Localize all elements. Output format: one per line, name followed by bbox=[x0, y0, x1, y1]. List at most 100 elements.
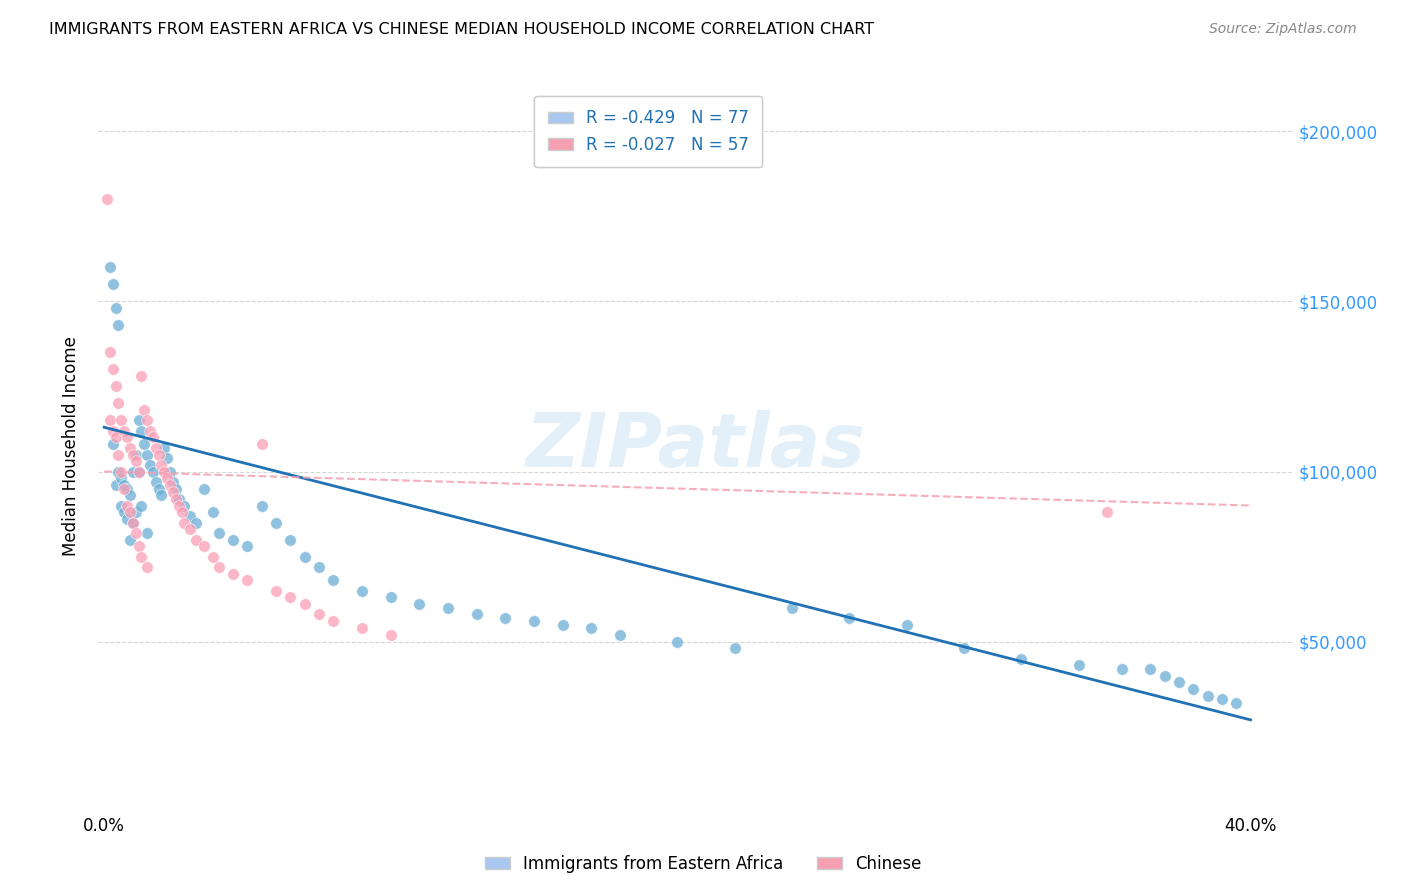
Point bbox=[128, 540, 150, 554]
Point bbox=[465, 607, 488, 622]
Point bbox=[101, 437, 124, 451]
Point bbox=[308, 607, 330, 622]
Point bbox=[437, 600, 460, 615]
Point bbox=[110, 471, 132, 485]
Point bbox=[136, 559, 159, 574]
Point bbox=[193, 482, 215, 496]
Point bbox=[124, 454, 146, 468]
Point bbox=[115, 499, 138, 513]
Point bbox=[250, 499, 273, 513]
Point bbox=[110, 499, 132, 513]
Point bbox=[173, 516, 195, 530]
Point bbox=[162, 475, 184, 489]
Point bbox=[724, 641, 747, 656]
Point bbox=[128, 465, 150, 479]
Point bbox=[112, 478, 135, 492]
Point bbox=[96, 192, 118, 206]
Point bbox=[104, 478, 127, 492]
Point bbox=[139, 458, 162, 472]
Y-axis label: Median Household Income: Median Household Income bbox=[62, 336, 80, 556]
Point bbox=[236, 574, 259, 588]
Point bbox=[104, 379, 127, 393]
Point bbox=[124, 525, 146, 540]
Point bbox=[107, 465, 129, 479]
Point bbox=[150, 488, 173, 502]
Point bbox=[159, 465, 181, 479]
Point bbox=[202, 549, 225, 564]
Text: Source: ZipAtlas.com: Source: ZipAtlas.com bbox=[1209, 22, 1357, 37]
Point bbox=[222, 533, 245, 547]
Point bbox=[308, 559, 330, 574]
Point bbox=[264, 583, 287, 598]
Point bbox=[145, 441, 167, 455]
Point bbox=[780, 600, 803, 615]
Point bbox=[150, 458, 173, 472]
Point bbox=[104, 430, 127, 444]
Point bbox=[136, 525, 159, 540]
Point bbox=[153, 465, 176, 479]
Point bbox=[112, 505, 135, 519]
Point bbox=[136, 413, 159, 427]
Point bbox=[167, 499, 190, 513]
Point bbox=[156, 450, 179, 465]
Point bbox=[128, 465, 150, 479]
Point bbox=[1182, 682, 1205, 697]
Point bbox=[121, 516, 143, 530]
Point bbox=[156, 471, 179, 485]
Point bbox=[250, 437, 273, 451]
Legend: R = -0.429   N = 77, R = -0.027   N = 57: R = -0.429 N = 77, R = -0.027 N = 57 bbox=[534, 96, 762, 167]
Point bbox=[124, 505, 146, 519]
Point bbox=[98, 345, 121, 359]
Point bbox=[352, 621, 374, 635]
Point bbox=[222, 566, 245, 581]
Point bbox=[142, 430, 165, 444]
Point bbox=[1197, 689, 1219, 703]
Point bbox=[115, 512, 138, 526]
Point bbox=[551, 617, 574, 632]
Point bbox=[236, 540, 259, 554]
Point bbox=[139, 424, 162, 438]
Point bbox=[193, 540, 215, 554]
Point bbox=[153, 441, 176, 455]
Point bbox=[134, 437, 156, 451]
Point bbox=[148, 482, 170, 496]
Point bbox=[121, 516, 143, 530]
Point bbox=[121, 465, 143, 479]
Point bbox=[112, 424, 135, 438]
Point bbox=[107, 448, 129, 462]
Point bbox=[322, 614, 344, 628]
Point bbox=[1225, 696, 1247, 710]
Point bbox=[118, 505, 141, 519]
Point bbox=[131, 499, 153, 513]
Point bbox=[408, 597, 430, 611]
Point bbox=[131, 549, 153, 564]
Point bbox=[104, 301, 127, 316]
Point bbox=[148, 448, 170, 462]
Point bbox=[1167, 675, 1189, 690]
Point bbox=[322, 574, 344, 588]
Point bbox=[124, 448, 146, 462]
Point bbox=[838, 611, 860, 625]
Point bbox=[609, 628, 631, 642]
Point bbox=[202, 505, 225, 519]
Point bbox=[118, 488, 141, 502]
Point bbox=[294, 597, 316, 611]
Point bbox=[953, 641, 976, 656]
Point bbox=[1139, 662, 1161, 676]
Point bbox=[208, 525, 231, 540]
Point bbox=[101, 277, 124, 292]
Point bbox=[101, 362, 124, 376]
Point bbox=[264, 516, 287, 530]
Point bbox=[121, 448, 143, 462]
Point bbox=[118, 441, 141, 455]
Point bbox=[280, 533, 302, 547]
Legend: Immigrants from Eastern Africa, Chinese: Immigrants from Eastern Africa, Chinese bbox=[478, 848, 928, 880]
Point bbox=[179, 508, 201, 523]
Text: IMMIGRANTS FROM EASTERN AFRICA VS CHINESE MEDIAN HOUSEHOLD INCOME CORRELATION CH: IMMIGRANTS FROM EASTERN AFRICA VS CHINES… bbox=[49, 22, 875, 37]
Point bbox=[162, 484, 184, 499]
Point bbox=[159, 478, 181, 492]
Point bbox=[184, 533, 207, 547]
Text: ZIPatlas: ZIPatlas bbox=[526, 409, 866, 483]
Point bbox=[136, 448, 159, 462]
Point bbox=[666, 634, 689, 648]
